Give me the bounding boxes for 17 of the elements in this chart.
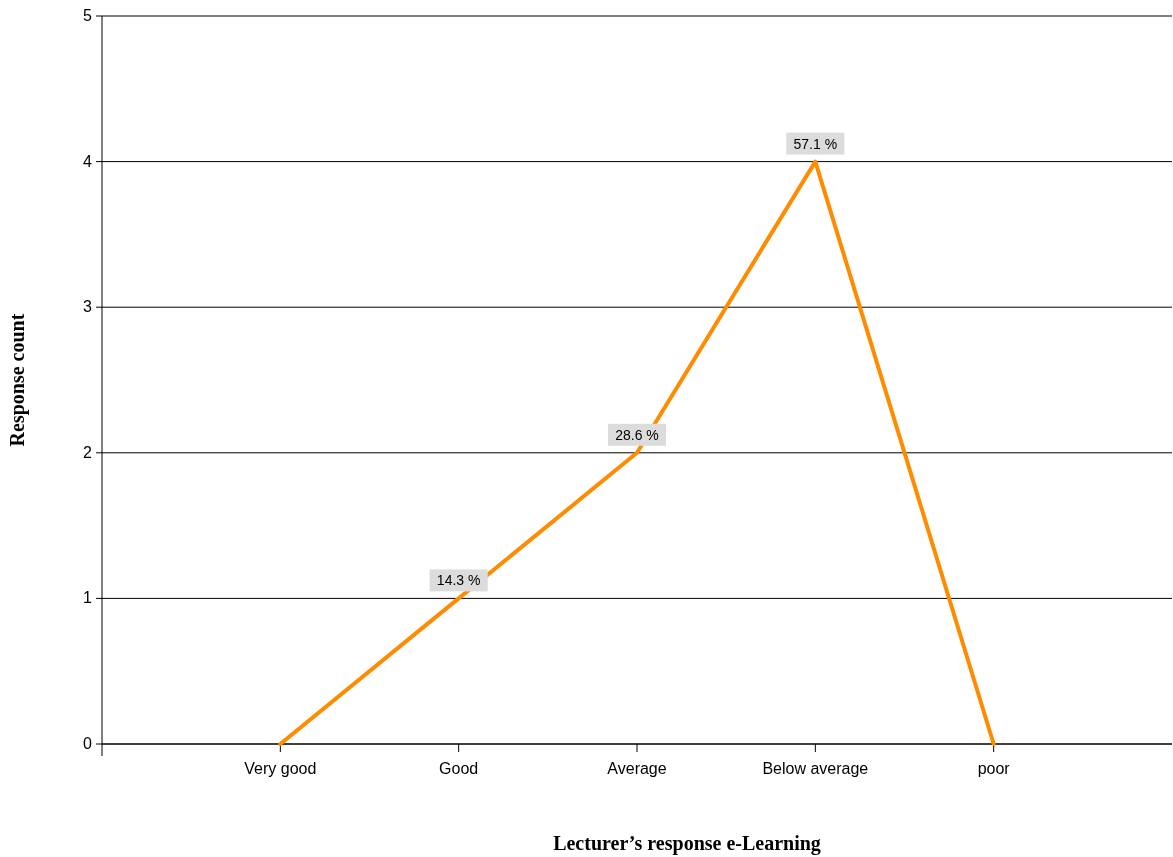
x-tick-label: Below average [762, 760, 869, 777]
annotation: 14.3 % [436, 572, 481, 589]
y-tick-label: 2 [83, 443, 93, 461]
line-series [278, 159, 996, 746]
annotation: 57.1 % [793, 135, 838, 152]
x-tick-label: Average [607, 760, 667, 777]
annotation: 28.6 % [615, 426, 659, 443]
y-tick-label: 4 [83, 152, 93, 170]
x-axis-title: Lecturer’s response e-Learning [553, 832, 821, 855]
x-tick-label: Very good [244, 760, 317, 777]
y-tick-label: 0 [83, 735, 93, 752]
x-tick-label: Good [439, 760, 479, 777]
x-tick-label: poor [977, 760, 1011, 777]
y-tick-label: 1 [83, 589, 93, 607]
y-tick-label: 3 [83, 298, 93, 316]
y-tick-label: 5 [83, 7, 93, 24]
y-axis-title: Response count [6, 313, 29, 447]
